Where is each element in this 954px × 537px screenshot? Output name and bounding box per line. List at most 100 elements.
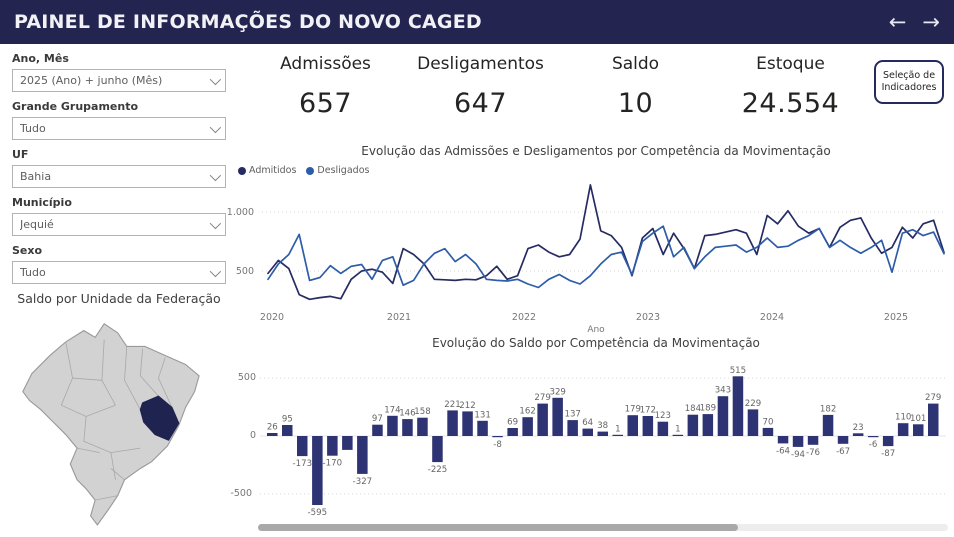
filter-municipio: Município Jequié xyxy=(12,196,226,236)
ano-mes-dropdown[interactable]: 2025 (Ano) + junho (Mês) xyxy=(12,69,226,92)
svg-text:343: 343 xyxy=(715,386,731,396)
dropdown-value: Bahia xyxy=(20,170,52,183)
back-arrow-icon[interactable]: ← xyxy=(888,9,907,34)
legend-label: Desligados xyxy=(317,165,370,176)
svg-text:23: 23 xyxy=(853,423,864,433)
svg-text:172: 172 xyxy=(640,406,656,416)
filter-ano-mes: Ano, Mês 2025 (Ano) + junho (Mês) xyxy=(12,52,226,92)
brazil-choropleth-map[interactable] xyxy=(4,308,236,534)
svg-text:123: 123 xyxy=(655,411,671,421)
bar-chart-scrollbar-track[interactable] xyxy=(258,524,948,531)
svg-text:-595: -595 xyxy=(308,508,328,517)
svg-text:1: 1 xyxy=(675,424,680,434)
svg-text:26: 26 xyxy=(267,423,278,433)
svg-text:279: 279 xyxy=(925,393,941,403)
svg-text:-327: -327 xyxy=(353,477,373,487)
svg-text:189: 189 xyxy=(700,404,716,414)
svg-text:1: 1 xyxy=(615,424,620,434)
chevron-down-icon xyxy=(209,217,222,229)
line-chart-legend: Admitidos Desligados xyxy=(238,165,369,176)
filter-label: UF xyxy=(12,148,29,161)
filter-label: Município xyxy=(12,196,72,209)
header-bar: PAINEL DE INFORMAÇÕES DO NOVO CAGED ← → xyxy=(0,0,954,44)
line-chart-xaxis: 2020 2021 2022 2023 2024 2025 xyxy=(238,312,954,326)
bar-chart-ytick-0: 0 xyxy=(249,430,256,441)
forward-arrow-icon[interactable]: → xyxy=(922,9,940,34)
kpi-saldo: Saldo 10 xyxy=(558,54,713,119)
grande-grupamento-dropdown[interactable]: Tudo xyxy=(12,117,226,140)
svg-text:70: 70 xyxy=(763,417,774,427)
button-label-line1: Seleção de xyxy=(882,69,936,81)
kpi-desligamentos: Desligamentos 647 xyxy=(403,54,558,119)
selecao-indicadores-button[interactable]: Seleção de Indicadores xyxy=(874,60,944,104)
filter-label: Grande Grupamento xyxy=(12,100,139,113)
svg-text:95: 95 xyxy=(282,415,293,425)
bar-chart-scrollbar-thumb[interactable] xyxy=(258,524,738,531)
svg-text:131: 131 xyxy=(474,410,490,420)
svg-text:162: 162 xyxy=(519,407,535,417)
line-chart-xaxis-title: Ano xyxy=(587,325,605,335)
filter-uf: UF Bahia xyxy=(12,148,226,188)
filter-sexo: Sexo Tudo xyxy=(12,244,226,284)
legend-dot-admitidos xyxy=(238,166,246,175)
svg-text:158: 158 xyxy=(414,407,430,417)
svg-text:110: 110 xyxy=(895,413,911,423)
svg-text:-64: -64 xyxy=(776,446,790,456)
kpi-label: Saldo xyxy=(611,54,660,74)
map-title: Saldo por Unidade da Federação xyxy=(17,291,221,306)
uf-dropdown[interactable]: Bahia xyxy=(12,165,226,188)
bar-chart-ytick-500: 500 xyxy=(237,372,256,383)
svg-text:101: 101 xyxy=(910,414,926,424)
svg-text:-94: -94 xyxy=(791,450,805,460)
filter-sidebar: Ano, Mês 2025 (Ano) + junho (Mês) Grande… xyxy=(0,44,238,537)
line-chart-title: Evolução das Admissões e Desligamentos p… xyxy=(361,144,831,158)
main-panel: Admissões 657 Desligamentos 647 Saldo 10… xyxy=(227,44,954,537)
line-chart-plot[interactable] xyxy=(258,183,948,311)
svg-text:329: 329 xyxy=(549,387,565,397)
kpi-row: Admissões 657 Desligamentos 647 Saldo 10… xyxy=(248,54,868,119)
kpi-value: 10 xyxy=(617,88,654,119)
svg-text:221: 221 xyxy=(444,400,460,410)
bar-chart-ytick-m500: -500 xyxy=(230,488,252,499)
chevron-down-icon xyxy=(209,121,222,133)
legend-admitidos[interactable]: Admitidos xyxy=(238,165,296,176)
svg-text:64: 64 xyxy=(582,418,593,428)
kpi-label: Admissões xyxy=(280,54,371,74)
svg-text:97: 97 xyxy=(372,414,383,424)
municipio-dropdown[interactable]: Jequié xyxy=(12,213,226,236)
chevron-down-icon xyxy=(209,73,222,85)
dropdown-value: Tudo xyxy=(20,122,46,135)
kpi-value: 657 xyxy=(298,88,353,119)
svg-text:212: 212 xyxy=(459,401,475,411)
kpi-admissoes: Admissões 657 xyxy=(248,54,403,119)
svg-text:-225: -225 xyxy=(428,465,448,475)
svg-text:-170: -170 xyxy=(323,459,343,469)
dropdown-value: Jequié xyxy=(20,218,54,231)
kpi-value: 24.554 xyxy=(741,88,840,119)
chevron-down-icon xyxy=(209,265,222,277)
bahia-state-highlighted[interactable] xyxy=(139,395,180,441)
svg-text:515: 515 xyxy=(730,366,746,376)
line-chart-ytick-500: 500 xyxy=(235,266,254,277)
legend-desligados[interactable]: Desligados xyxy=(306,165,369,176)
svg-text:229: 229 xyxy=(745,399,761,409)
xtick: 2025 xyxy=(883,312,909,323)
svg-text:-76: -76 xyxy=(806,448,820,458)
svg-text:174: 174 xyxy=(384,405,400,415)
filter-label: Ano, Mês xyxy=(12,52,69,65)
sexo-dropdown[interactable]: Tudo xyxy=(12,261,226,284)
kpi-label: Desligamentos xyxy=(417,54,544,74)
button-label-line2: Indicadores xyxy=(881,82,937,93)
legend-dot-desligados xyxy=(306,166,315,175)
line-chart-ytick-1000: 1.000 xyxy=(226,207,254,218)
svg-text:-87: -87 xyxy=(881,449,895,459)
svg-text:-67: -67 xyxy=(836,447,850,457)
kpi-value: 647 xyxy=(453,88,508,119)
state-borders xyxy=(60,339,173,501)
svg-text:-8: -8 xyxy=(493,440,502,450)
kpi-label: Estoque xyxy=(756,54,825,74)
dropdown-value: 2025 (Ano) + junho (Mês) xyxy=(20,74,163,87)
legend-label: Admitidos xyxy=(249,165,297,176)
